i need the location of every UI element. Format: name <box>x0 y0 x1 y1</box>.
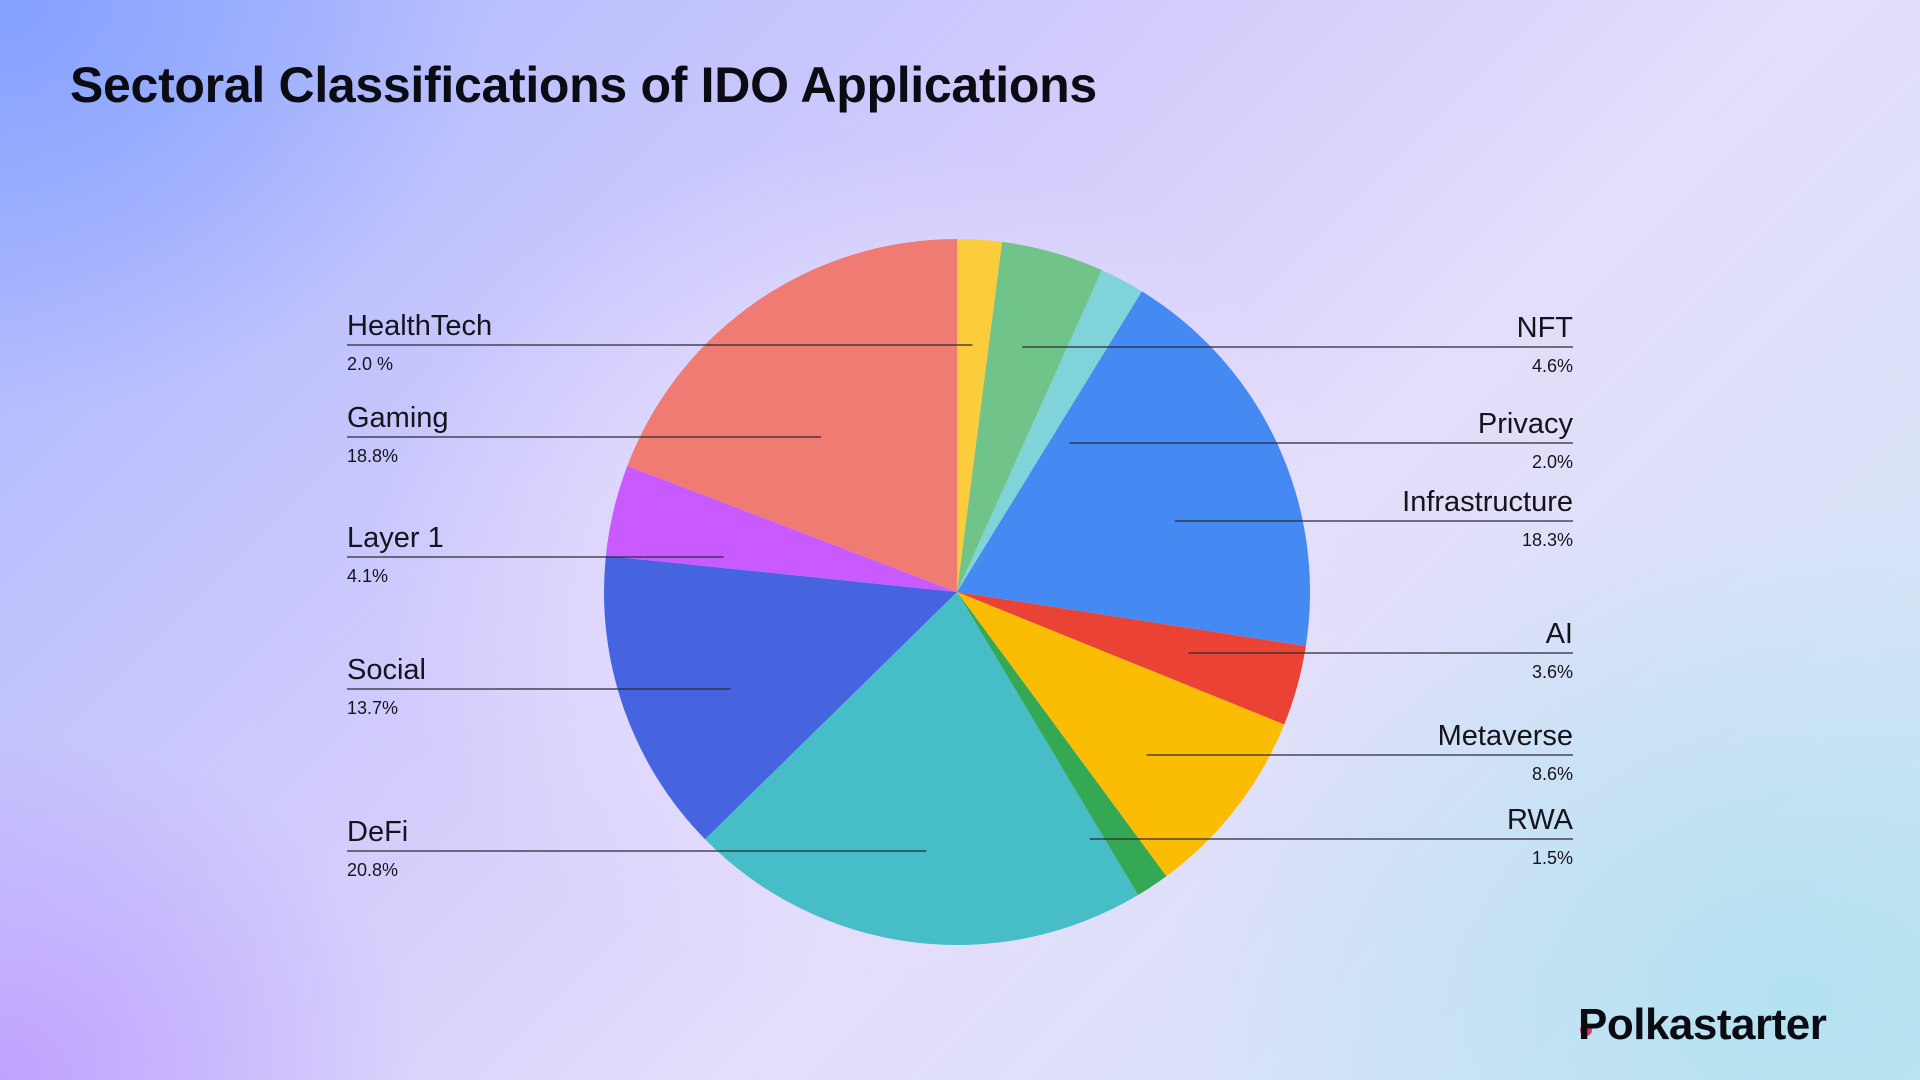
value-label-metaverse: 8.6% <box>1532 764 1573 784</box>
value-label-gaming: 18.8% <box>347 446 398 466</box>
label-rwa: RWA <box>1507 804 1574 836</box>
value-label-healthtech: 2.0 % <box>347 354 393 374</box>
value-label-privacy: 2.0% <box>1532 452 1573 472</box>
label-social: Social <box>347 654 426 686</box>
label-healthtech: HealthTech <box>347 310 492 342</box>
slice-rwa <box>957 592 1167 896</box>
pie-callouts: HealthTech 2.0 % NFT 4.6% Privacy 2.0% Infrast… <box>347 310 1574 880</box>
slice-privacy <box>957 270 1142 592</box>
chart-title: Sectoral Classifications of IDO Applicat… <box>70 57 1097 113</box>
value-label-social: 13.7% <box>347 698 398 718</box>
slice-social <box>604 555 957 840</box>
value-label-layer-1: 4.1% <box>347 566 388 586</box>
slice-defi <box>705 592 1139 946</box>
slice-layer-1 <box>605 465 957 592</box>
label-nft: NFT <box>1517 312 1574 344</box>
value-label-defi: 20.8% <box>347 860 398 880</box>
value-label-ai: 3.6% <box>1532 662 1573 682</box>
label-ai: AI <box>1546 618 1573 650</box>
pie-slices <box>604 239 1310 946</box>
label-layer-1: Layer 1 <box>347 522 444 554</box>
slice-nft <box>957 241 1102 592</box>
slice-metaverse <box>957 592 1285 877</box>
label-metaverse: Metaverse <box>1438 720 1573 752</box>
slice-healthtech <box>957 239 1003 592</box>
value-label-infrastructure: 18.3% <box>1522 530 1573 550</box>
polkastarter-logo: Polkastarter <box>1578 1000 1827 1049</box>
label-infrastructure: Infrastructure <box>1402 486 1573 518</box>
polkastarter-logo-dot <box>1580 1024 1592 1036</box>
slice-ai <box>957 592 1306 725</box>
slice-infrastructure <box>957 291 1310 647</box>
label-gaming: Gaming <box>347 402 449 434</box>
slice-gaming <box>627 239 957 592</box>
value-label-rwa: 1.5% <box>1532 848 1573 868</box>
value-label-nft: 4.6% <box>1532 356 1573 376</box>
label-privacy: Privacy <box>1478 408 1574 440</box>
label-defi: DeFi <box>347 816 408 848</box>
